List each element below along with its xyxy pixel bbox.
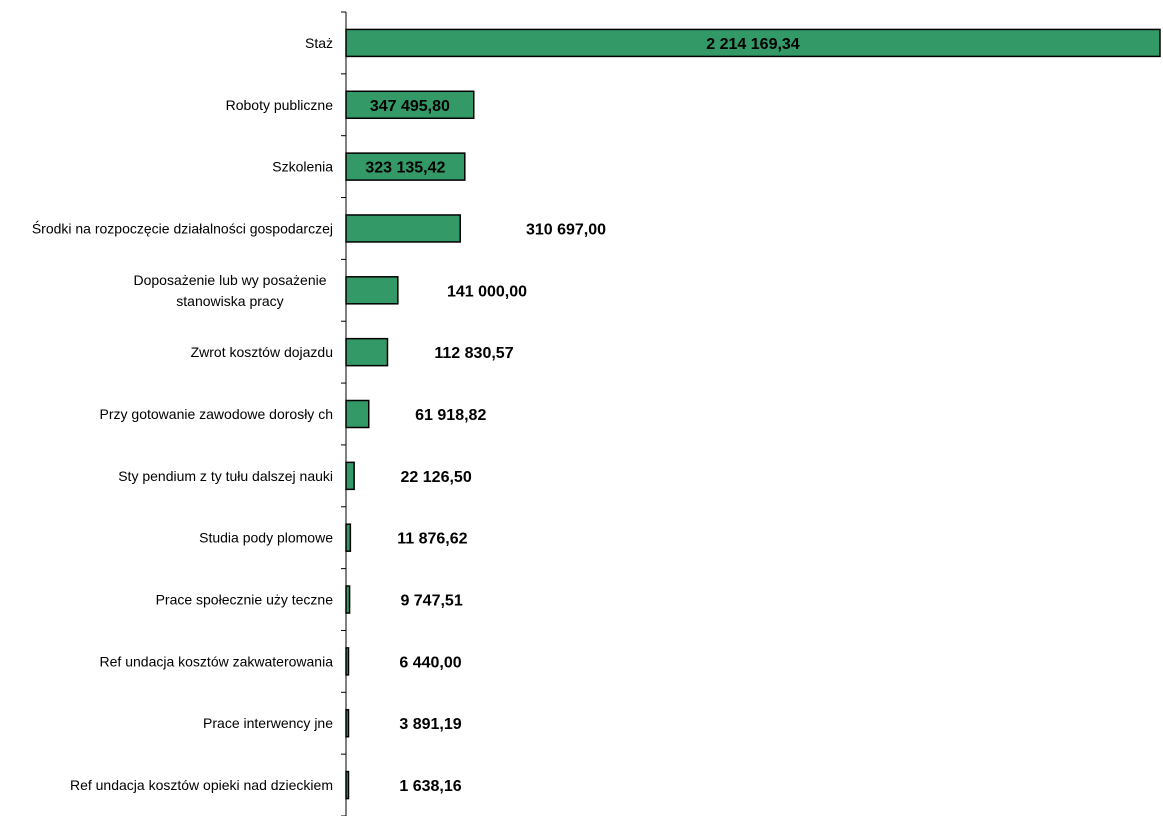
value-label: 347 495,80 (370, 98, 450, 115)
value-label: 11 876,62 (397, 531, 467, 548)
value-label: 6 440,00 (399, 654, 461, 671)
category-label: Przy gotowanie zawodowe dorosły ch (100, 406, 333, 422)
value-label: 2 214 169,34 (706, 36, 800, 53)
bar (345, 28, 1161, 58)
category-labels: Staż Roboty publiczne Szkolenia Środki na r… (32, 35, 333, 793)
value-labels: 2 214 169,34 347 495,80 323 135,42 310 697,… (365, 36, 799, 795)
category-label: Studia pody plomowe (199, 530, 333, 546)
bar (345, 770, 350, 800)
category-label: Prace społecznie uży teczne (156, 592, 334, 608)
bar (345, 337, 389, 367)
category-label: Doposażenie lub wy posażenie stanowiska p… (133, 272, 326, 309)
category-label: Prace interwency jne (203, 715, 333, 731)
bar (345, 461, 355, 491)
bar (345, 647, 350, 676)
bar (345, 523, 352, 552)
value-label: 1 638,16 (399, 778, 461, 795)
category-label: Zwrot kosztów dojazdu (191, 344, 333, 360)
bar (345, 276, 399, 305)
bar (345, 90, 475, 120)
category-axis (341, 11, 347, 816)
bars-group (345, 28, 1161, 800)
value-label: 323 135,42 (365, 160, 445, 177)
category-label: Ref undacja kosztów zakwaterowania (100, 653, 334, 669)
value-label: 9 747,51 (400, 593, 462, 610)
category-label: Środki na rozpoczęcie działalności gospo… (32, 219, 333, 236)
category-label: Szkolenia (272, 159, 333, 175)
category-label: Ref undacja kosztów opieki nad dzieckiem (70, 777, 333, 793)
value-label: 141 000,00 (447, 283, 527, 300)
value-label: 3 891,19 (399, 716, 461, 733)
category-label: Staż (305, 35, 333, 51)
category-label: Roboty publiczne (226, 97, 334, 113)
value-label: 112 830,57 (434, 345, 513, 362)
category-label: Sty pendium z ty tułu dalszej nauki (118, 468, 333, 484)
bar (345, 585, 351, 614)
bar (345, 399, 370, 429)
value-label: 22 126,50 (401, 469, 472, 486)
bar (345, 708, 350, 738)
bar (345, 152, 466, 181)
bar (345, 214, 461, 243)
value-label: 310 697,00 (526, 221, 606, 238)
value-label: 61 918,82 (415, 407, 486, 424)
